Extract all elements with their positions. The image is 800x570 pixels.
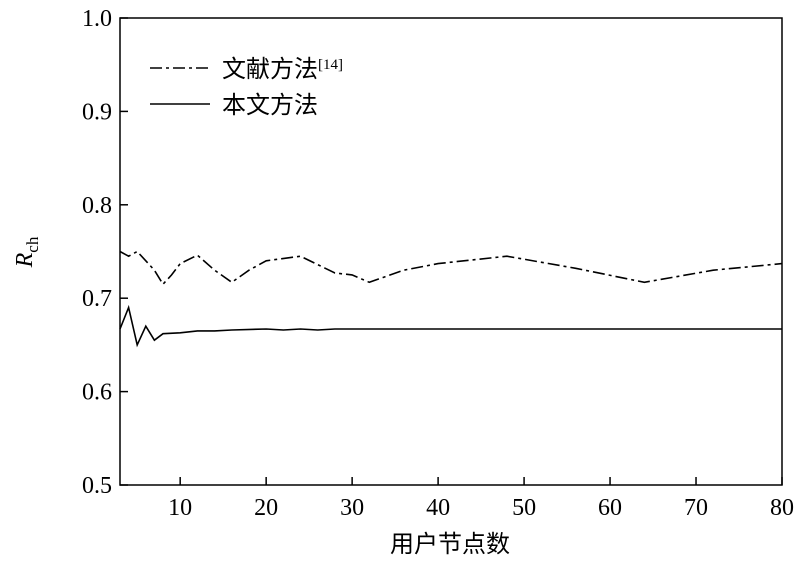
y-axis-label: Rch: [12, 236, 42, 268]
y-tick-label: 1.0: [82, 6, 112, 32]
legend-name: 文献方法: [222, 56, 318, 83]
line-series: [119, 250, 783, 286]
x-tick-label: 20: [254, 495, 278, 521]
y-tick-label: 0.7: [82, 286, 112, 312]
y-axis-label-sub: ch: [23, 236, 42, 253]
x-tick-label: 50: [512, 495, 536, 521]
legend-citation: [14]: [318, 57, 343, 73]
y-tick-label: 0.5: [82, 473, 112, 499]
x-axis-label: 用户节点数: [390, 531, 510, 558]
x-tick-label: 10: [168, 495, 192, 521]
x-tick-label: 60: [598, 495, 622, 521]
y-tick-label: 0.8: [82, 193, 112, 219]
x-tick-label: 80: [770, 495, 794, 521]
y-tick-label: 0.9: [82, 99, 112, 125]
legend-entry: 文献方法[14]: [222, 56, 343, 83]
x-tick-label: 40: [426, 495, 450, 521]
y-tick-label: 0.6: [82, 380, 112, 406]
legend-entry: 本文方法: [222, 92, 318, 119]
line-series: [119, 304, 782, 348]
y-axis-label-main: R: [12, 252, 38, 268]
x-tick-label: 70: [684, 495, 708, 521]
plot-frame: [119, 17, 783, 486]
x-tick-label: 30: [340, 495, 364, 521]
legend-name: 本文方法: [222, 92, 318, 119]
